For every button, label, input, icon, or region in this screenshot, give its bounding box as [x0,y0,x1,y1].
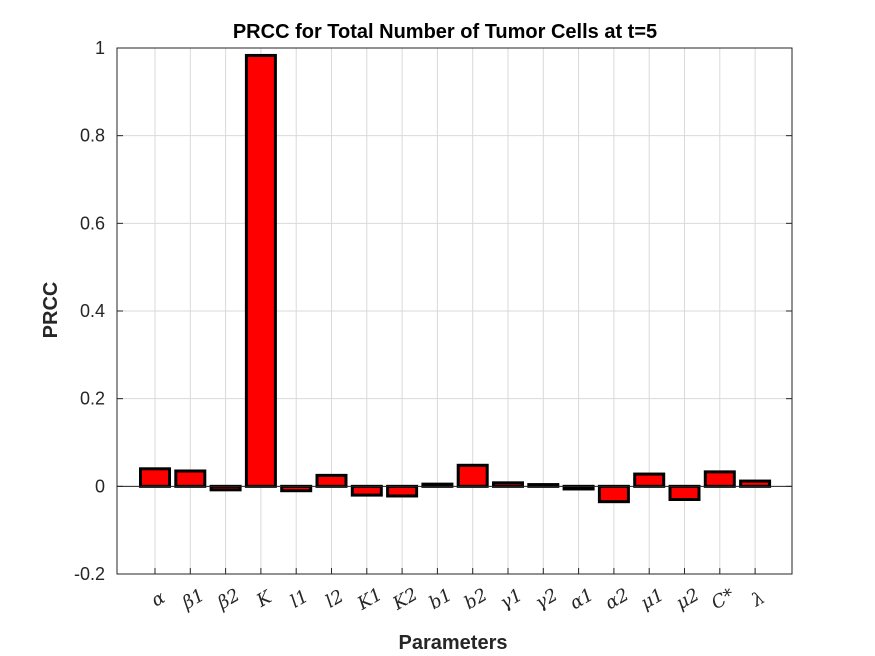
bar-14 [597,484,630,504]
y-tick-label: 0.2 [80,389,105,409]
x-tick-group: α2 [602,584,633,614]
x-tick-label: μ2 [672,584,703,614]
bar-5 [280,484,313,493]
chart-title: PRCC for Total Number of Tumor Cells at … [233,21,657,43]
x-tick-label: β2 [213,585,243,615]
x-tick-label: b2 [461,584,491,614]
x-tick-label: β1 [178,585,208,615]
x-tick-label: C* [708,584,738,614]
x-tick-label: α1 [566,584,597,614]
x-tick-group: C* [708,584,738,614]
x-tick-group: l2 [322,586,347,613]
bar-2 [174,469,207,488]
bar-16 [668,484,701,501]
bar-18 [739,479,772,488]
bar-15 [633,472,666,488]
x-tick-label: K1 [353,584,386,615]
x-tick-group: b2 [461,584,491,614]
bar-8 [386,484,419,498]
x-tick-group: β1 [178,585,208,615]
x-tick-group: μ2 [672,584,703,614]
x-tick-group: b1 [425,584,455,614]
bar-3 [209,484,242,492]
x-tick-label: K2 [388,584,421,615]
x-tick-label: l2 [322,586,347,613]
x-tick-group: μ1 [637,584,668,614]
bar-4 [244,53,277,488]
x-tick-group: γ2 [532,585,562,614]
bar-6 [315,473,348,488]
bars [139,53,772,504]
x-tick-group: α1 [566,584,597,614]
y-tick-label: -0.2 [74,564,105,584]
x-tick-group: l1 [287,586,312,613]
y-tick-labels: -0.2 0 0.2 0.4 0.6 0.8 1 [74,38,792,584]
x-tick-label: l1 [287,586,312,613]
bar-1 [139,467,171,488]
x-tick-group: γ1 [496,585,526,614]
x-tick-label: b1 [425,584,455,614]
x-tick-group: β2 [213,585,243,615]
x-tick-group: K2 [388,584,421,615]
y-tick-label: 0.6 [80,213,105,233]
x-tick-group: K1 [353,584,386,615]
x-tick-group: α [148,587,169,611]
y-tick-label: 1 [95,38,105,58]
y-axis-label: PRCC [40,282,62,339]
bar-17 [703,470,736,488]
x-tick-group: K [252,586,276,612]
y-tick-label: 0.8 [80,126,105,146]
y-tick-label: 0.4 [80,301,105,321]
x-tick-label: γ2 [532,585,562,614]
x-tick-label: μ1 [637,584,668,614]
x-tick-label: K [252,586,276,612]
x-tick-label: λ [747,587,768,611]
x-tick-label: α [148,587,169,611]
bar-7 [350,484,383,497]
bar-11 [492,481,524,488]
x-tick-label: α2 [602,584,633,614]
y-tick-label: 0 [95,476,105,496]
x-tick-label: γ1 [496,585,526,614]
bar-10 [456,463,489,488]
x-tick-group: λ [747,587,768,611]
x-axis-label: Parameters [399,632,508,654]
